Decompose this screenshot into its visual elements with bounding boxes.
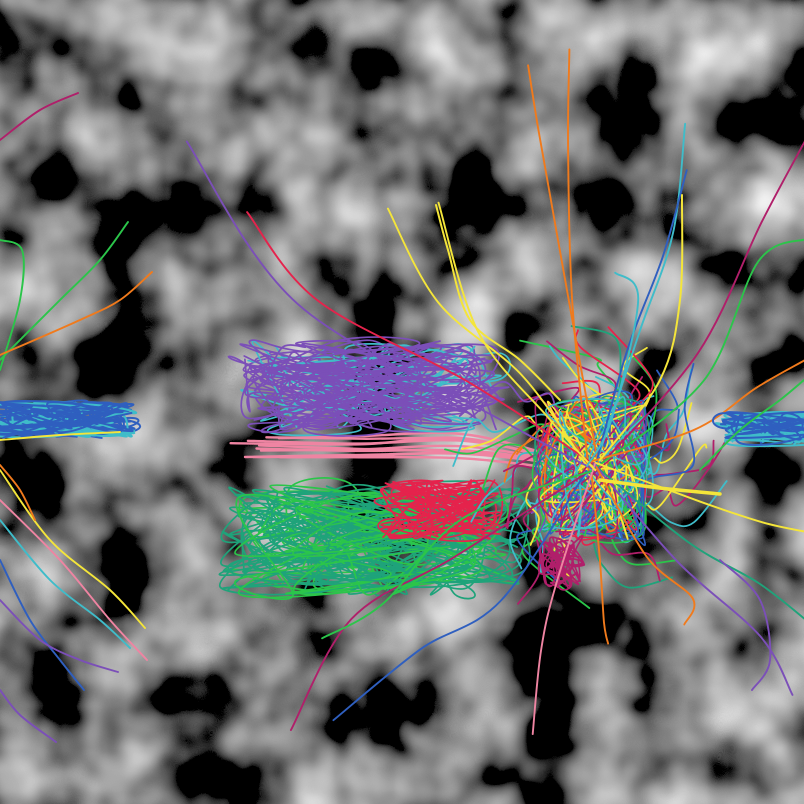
purple-tangle xyxy=(244,346,510,434)
left-edge-stroke xyxy=(0,221,129,361)
left-edge-stroke xyxy=(0,464,36,521)
long-ray xyxy=(590,472,610,645)
long-ray xyxy=(585,359,804,464)
magenta-knot xyxy=(541,537,585,591)
long-ray xyxy=(586,271,640,467)
long-ray xyxy=(595,466,696,626)
long-ray xyxy=(321,470,593,640)
left-edge-stroke xyxy=(0,431,121,441)
long-ray xyxy=(437,201,597,472)
long-ray xyxy=(596,140,804,470)
yellow-curve xyxy=(599,194,684,461)
long-ray xyxy=(593,169,688,470)
left-edge-stroke xyxy=(0,599,119,673)
magenta-knot xyxy=(537,536,583,589)
left-blue-tangle xyxy=(0,402,138,439)
left-blue-tangle xyxy=(0,405,133,440)
magenta-knot xyxy=(539,539,581,587)
right-edge-stroke xyxy=(719,559,772,691)
right-edge-stroke xyxy=(699,379,804,471)
left-edge-stroke xyxy=(0,469,146,629)
left-edge-stroke xyxy=(0,271,153,356)
red-tangle xyxy=(389,479,504,530)
long-ray xyxy=(592,463,804,620)
pink-streak xyxy=(257,444,594,470)
long-ray xyxy=(246,211,592,463)
burst-core xyxy=(545,396,654,538)
long-ray xyxy=(531,462,596,736)
left-edge-stroke xyxy=(0,689,57,743)
left-edge-stroke xyxy=(0,239,25,371)
left-edge-stroke xyxy=(0,519,131,649)
long-ray xyxy=(592,462,794,696)
burst-core xyxy=(534,398,647,538)
left-edge-stroke xyxy=(0,559,85,691)
long-ray xyxy=(185,140,596,472)
purple-tangle xyxy=(227,350,500,431)
long-ray xyxy=(567,48,590,473)
yellow-bar xyxy=(598,478,722,496)
long-ray xyxy=(332,469,588,722)
long-ray xyxy=(289,470,591,732)
left-edge-stroke xyxy=(0,499,148,661)
left-edge-stroke xyxy=(0,92,79,141)
long-ray xyxy=(386,207,588,467)
long-ray xyxy=(594,461,804,533)
yellow-curve xyxy=(435,204,561,401)
red-tangle xyxy=(384,479,497,540)
scribble-strokes xyxy=(0,48,804,743)
long-ray xyxy=(527,64,599,464)
long-ray xyxy=(596,238,804,468)
